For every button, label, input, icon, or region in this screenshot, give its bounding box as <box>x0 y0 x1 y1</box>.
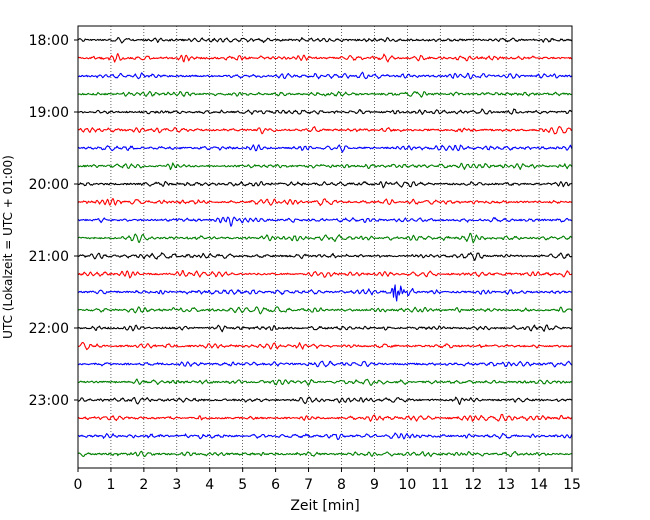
x-tick-label: 13 <box>497 477 515 493</box>
trace-line-1900 <box>77 108 573 115</box>
trace-line-2300 <box>77 396 573 405</box>
plot-frame <box>77 25 573 469</box>
trace-series <box>77 37 573 458</box>
trace-line-2030 <box>77 216 573 227</box>
x-tick-label: 15 <box>563 477 581 493</box>
trace-line-2245 <box>77 378 573 386</box>
trace-line-2330 <box>77 432 573 441</box>
trace-line-2145 <box>77 306 573 315</box>
trace-line-2000 <box>77 180 573 189</box>
x-tick-label: 2 <box>139 477 148 493</box>
x-tick-label: 4 <box>205 477 214 493</box>
trace-line-2215 <box>77 341 573 351</box>
x-axis-label: Zeit [min] <box>290 498 359 514</box>
x-tick-label: 0 <box>74 477 83 493</box>
trace-line-2045 <box>77 232 573 244</box>
trace-line-1930 <box>77 144 573 153</box>
x-tick-label: 8 <box>337 477 346 493</box>
y-tick-label: 20:00 <box>29 177 69 193</box>
trace-line-2015 <box>77 198 573 207</box>
y-tick-label: 19:00 <box>29 105 69 121</box>
trace-line-2100 <box>77 252 573 261</box>
x-tick-label: 5 <box>238 477 247 493</box>
trace-line-1815 <box>77 53 573 63</box>
y-tick-label: 23:00 <box>29 393 69 409</box>
x-tick-label: 6 <box>271 477 280 493</box>
grid-lines <box>110 26 540 468</box>
y-tick-label: 22:00 <box>29 321 69 337</box>
x-axis: 0 1 2 3 4 5 6 7 8 9 10 11 12 13 14 15 <box>74 468 581 493</box>
y-axis: 18:00 19:00 20:00 21:00 22:00 23:00 <box>29 33 78 409</box>
trace-line-1915 <box>77 125 573 135</box>
x-tick-label: 9 <box>370 477 379 493</box>
trace-line-2315 <box>77 413 573 422</box>
y-axis-label: UTC (Lokalzeit = UTC + 01:00) <box>1 155 15 339</box>
x-tick-label: 12 <box>464 477 482 493</box>
trace-line-2345 <box>77 450 573 458</box>
trace-line-1830 <box>77 71 573 80</box>
trace-line-1945 <box>77 162 573 171</box>
y-tick-label: 18:00 <box>29 33 69 49</box>
trace-line-1845 <box>77 90 573 98</box>
x-tick-label: 3 <box>172 477 181 493</box>
x-tick-label: 11 <box>431 477 449 493</box>
trace-line-2130 <box>77 284 573 302</box>
x-tick-label: 14 <box>530 477 548 493</box>
y-tick-label: 21:00 <box>29 249 69 265</box>
x-tick-label: 1 <box>106 477 115 493</box>
x-tick-label: 7 <box>304 477 313 493</box>
trace-line-2115 <box>77 270 573 279</box>
trace-line-1800 <box>77 37 573 44</box>
trace-line-2230 <box>77 360 573 368</box>
trace-line-2200 <box>77 324 573 333</box>
x-tick-label: 10 <box>398 477 416 493</box>
